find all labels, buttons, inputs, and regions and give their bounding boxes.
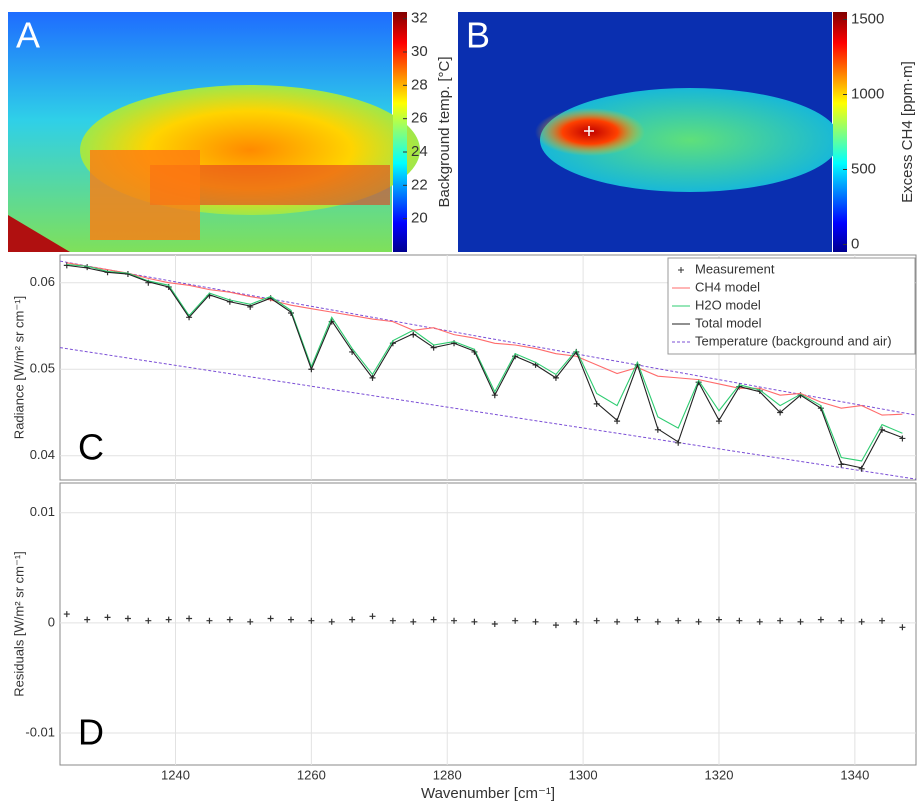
point bbox=[634, 616, 641, 623]
series-line bbox=[66, 262, 903, 416]
colorbar-tick-label: 26 bbox=[411, 110, 428, 127]
legend-label: Total model bbox=[695, 315, 762, 330]
point bbox=[879, 617, 886, 624]
point bbox=[186, 615, 193, 622]
point bbox=[471, 618, 478, 625]
y-tick-label: 0.01 bbox=[30, 504, 55, 519]
panel-letter: C bbox=[78, 427, 104, 468]
colorbar-tick-label: 1000 bbox=[851, 85, 884, 102]
x-tick-label: 1260 bbox=[297, 767, 326, 782]
point bbox=[858, 618, 865, 625]
legend-label: CH4 model bbox=[695, 279, 760, 294]
point bbox=[226, 616, 233, 623]
point bbox=[308, 617, 315, 624]
point bbox=[63, 611, 70, 618]
y-tick-label: 0 bbox=[48, 614, 55, 629]
point bbox=[715, 616, 722, 623]
y-tick-label: 0.06 bbox=[30, 274, 55, 289]
panel-letter: B bbox=[466, 15, 490, 56]
point bbox=[451, 617, 458, 624]
point bbox=[124, 615, 131, 622]
x-tick-label: 1300 bbox=[569, 767, 598, 782]
colorbar-label: Background temp. [°C] bbox=[436, 56, 453, 207]
point bbox=[817, 616, 824, 623]
x-tick-label: 1340 bbox=[840, 767, 869, 782]
point bbox=[756, 618, 763, 625]
colorbar-tick-label: 28 bbox=[411, 76, 428, 93]
point bbox=[328, 618, 335, 625]
legend-label: H2O model bbox=[695, 297, 761, 312]
point bbox=[491, 621, 498, 627]
point bbox=[777, 617, 784, 624]
series-line bbox=[66, 264, 903, 469]
point bbox=[736, 617, 743, 624]
colorbar bbox=[393, 12, 407, 252]
legend-marker bbox=[678, 267, 684, 273]
point bbox=[369, 613, 376, 620]
colorbar-tick-label: 20 bbox=[411, 210, 428, 227]
point bbox=[552, 622, 559, 629]
point bbox=[573, 618, 580, 625]
point bbox=[797, 618, 804, 625]
point bbox=[84, 616, 91, 623]
y-axis-label: Residuals [W/m² sr cm⁻¹] bbox=[11, 551, 26, 697]
point bbox=[247, 618, 254, 625]
x-tick-label: 1320 bbox=[705, 767, 734, 782]
point bbox=[675, 617, 682, 624]
colorbar-tick-label: 1500 bbox=[851, 10, 884, 27]
point bbox=[614, 618, 621, 625]
x-axis-label: Wavenumber [cm⁻¹] bbox=[421, 785, 555, 802]
point bbox=[899, 624, 906, 631]
x-tick-label: 1240 bbox=[161, 767, 190, 782]
point bbox=[165, 616, 172, 623]
series-line bbox=[66, 263, 903, 462]
colorbar-tick-label: 30 bbox=[411, 43, 428, 60]
y-tick-label: -0.01 bbox=[25, 724, 55, 739]
image-b bbox=[458, 12, 840, 252]
y-tick-label: 0.04 bbox=[30, 447, 55, 462]
panel-letter: A bbox=[16, 15, 40, 56]
colorbar-tick-label: 32 bbox=[411, 10, 428, 27]
point bbox=[532, 618, 539, 625]
point bbox=[104, 614, 111, 621]
colorbar-tick-label: 500 bbox=[851, 160, 876, 177]
point bbox=[410, 618, 417, 625]
y-axis-label: Radiance [W/m² sr cm⁻¹] bbox=[11, 296, 26, 439]
point bbox=[838, 617, 845, 624]
point bbox=[389, 617, 396, 624]
colorbar-tick-label: 24 bbox=[411, 143, 428, 160]
point bbox=[512, 617, 519, 624]
y-tick-label: 0.05 bbox=[30, 361, 55, 376]
colorbar-label: Excess CH4 [ppm·m] bbox=[899, 61, 916, 203]
point bbox=[899, 435, 906, 442]
image-a bbox=[8, 12, 420, 252]
point bbox=[593, 617, 600, 624]
point bbox=[695, 618, 702, 625]
point bbox=[430, 616, 437, 623]
legend-label: Measurement bbox=[695, 261, 775, 276]
colorbar-tick-label: 22 bbox=[411, 176, 428, 193]
point bbox=[349, 616, 356, 623]
point bbox=[247, 303, 254, 310]
point bbox=[287, 616, 294, 623]
colorbar-tick-label: 0 bbox=[851, 235, 859, 252]
plot-area bbox=[59, 482, 917, 766]
temperature-line bbox=[59, 347, 917, 480]
legend bbox=[667, 257, 916, 355]
panel-letter: D bbox=[78, 712, 104, 753]
x-tick-label: 1280 bbox=[433, 767, 462, 782]
point bbox=[654, 618, 661, 625]
legend-label: Temperature (background and air) bbox=[695, 333, 892, 348]
colorbar bbox=[833, 12, 847, 252]
point bbox=[145, 617, 152, 624]
point bbox=[267, 615, 274, 622]
point bbox=[206, 617, 213, 624]
